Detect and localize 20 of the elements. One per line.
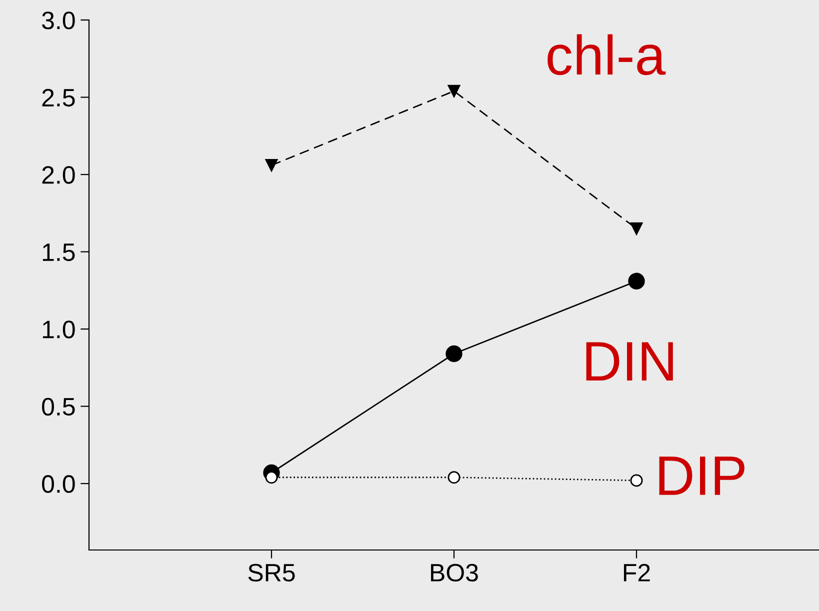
y-tick-label: 3.0 bbox=[42, 12, 75, 30]
y-tick-label: 0.0 bbox=[42, 475, 75, 493]
point bbox=[630, 222, 643, 235]
y-tick-label: 0.5 bbox=[42, 398, 75, 416]
y-tick-label: 1.5 bbox=[42, 244, 75, 262]
x-tick-label: F2 bbox=[624, 564, 650, 582]
point bbox=[630, 474, 643, 487]
y-tick-label: 1.0 bbox=[42, 320, 75, 338]
point bbox=[446, 345, 462, 362]
y-tick-label: 2.5 bbox=[42, 88, 75, 107]
x-tick-label: SR5 bbox=[248, 564, 295, 582]
point bbox=[448, 84, 460, 98]
x-tick-label: BO3 bbox=[431, 564, 478, 582]
point bbox=[628, 272, 645, 290]
series-label: DIN bbox=[586, 342, 673, 380]
y-tick-label: 2.0 bbox=[42, 166, 75, 184]
point bbox=[448, 471, 460, 484]
series-label: DIP bbox=[659, 456, 744, 495]
point bbox=[265, 158, 278, 172]
series-label: chl-a bbox=[548, 34, 666, 76]
